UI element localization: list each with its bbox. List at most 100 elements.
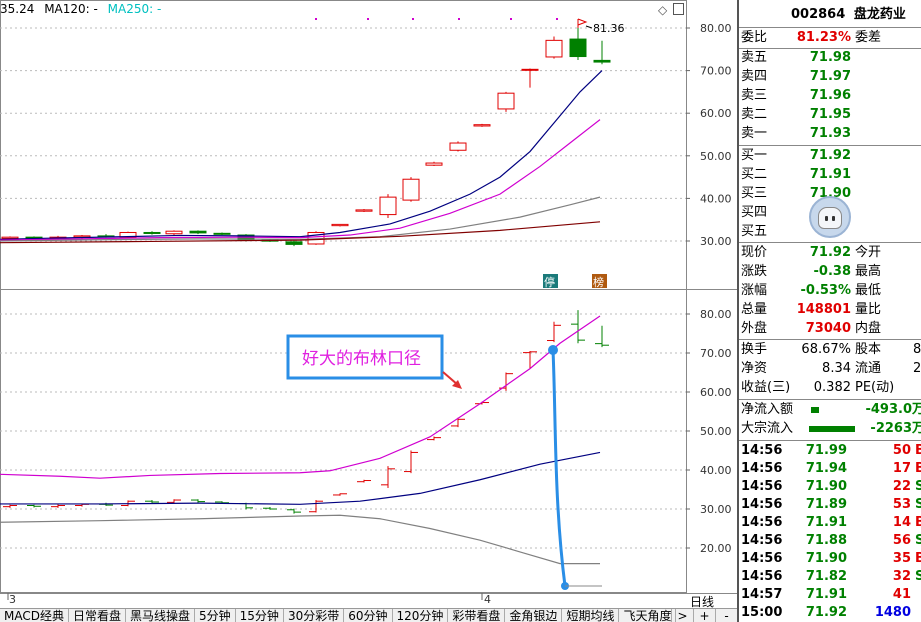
tick-time: 14:56 <box>741 515 783 530</box>
tab-item[interactable]: 5分钟 <box>195 609 236 622</box>
quote-value: 71.92 <box>809 245 851 260</box>
tick-row: 14:56 71.82 32 S <box>741 568 921 586</box>
sell-label: 卖五 <box>741 50 768 65</box>
diamond-icon[interactable]: ◇ <box>658 3 668 17</box>
tab-item[interactable]: 黑马线操盘 <box>126 609 196 622</box>
quote-row: 现价 71.92 今开 <box>741 244 921 262</box>
quote-value: -0.53% <box>800 283 852 298</box>
flow-value: -2263万 <box>870 421 921 436</box>
bang-marker-icon <box>592 274 607 288</box>
divider <box>739 440 921 441</box>
stat-label: 净资 <box>741 361 768 376</box>
quote-label: 涨跌 <box>741 264 768 279</box>
sell-label: 卖四 <box>741 69 768 84</box>
remove-tab-button[interactable]: - <box>715 609 737 622</box>
assistant-avatar-icon[interactable] <box>809 196 851 238</box>
candle-up <box>521 68 539 71</box>
upper-axis-label: 60.00 <box>700 107 732 120</box>
tick-volume: 14 <box>892 515 911 530</box>
tick-direction: B <box>915 460 921 478</box>
tab-item[interactable]: 短期均线 <box>562 609 620 622</box>
tab-item[interactable]: 15分钟 <box>236 609 284 622</box>
tick-direction: B <box>915 514 921 532</box>
ma-legend: 35.24 MA120: - MA250: - <box>0 2 167 16</box>
tab-item[interactable]: MACD经典 <box>0 609 69 622</box>
stat-row: 收益(三) 0.382 PE(动) <box>741 379 921 397</box>
event-dot <box>510 18 512 20</box>
tick-direction: S <box>915 532 921 550</box>
tab-item[interactable]: 30分彩带 <box>284 609 345 622</box>
quote-value: -0.38 <box>813 264 851 279</box>
tick-volume: 41 <box>892 587 911 602</box>
lower-axis-label: 80.00 <box>700 308 732 321</box>
upper-candles <box>1 23 611 247</box>
stat-value-2: 8 <box>913 342 921 357</box>
ma-line-mid <box>0 119 601 241</box>
tab-item[interactable]: 飞天角度 <box>619 609 677 622</box>
kline-chart-area[interactable]: 80.00 70.00 60.00 50.00 40.00 30.00 80.00 70.00… <box>0 0 737 610</box>
price-legend: 35.24 <box>0 2 35 16</box>
stat-label-2: PE(动) <box>855 380 895 395</box>
x-axis-label: 3 <box>9 593 16 606</box>
sell-label: 卖二 <box>741 107 768 122</box>
buy-label: 买二 <box>741 167 768 182</box>
tab-scroll-right-button[interactable]: > <box>671 609 693 622</box>
high-price-label: 81.36 <box>593 22 625 35</box>
tick-price: 71.94 <box>805 461 847 476</box>
stock-name: 盘龙药业 <box>853 7 906 22</box>
tick-volume: 17 <box>892 461 911 476</box>
event-dot <box>367 18 369 20</box>
weibi-value: 81.23% <box>796 30 851 45</box>
upper-axis-label: 40.00 <box>700 192 732 205</box>
ma-line-longer <box>0 221 601 244</box>
stat-row: 净资 8.34 流通 2 <box>741 360 921 378</box>
sell-label: 卖三 <box>741 88 768 103</box>
lower-axis-label: 70.00 <box>700 347 732 360</box>
buy-price: 71.91 <box>809 167 851 182</box>
tick-volume: 50 <box>892 443 911 458</box>
lower-axis-label: 20.00 <box>700 542 732 555</box>
tick-time: 15:00 <box>741 605 783 620</box>
tab-item[interactable]: 60分钟 <box>344 609 393 622</box>
sell-price: 71.97 <box>809 69 851 84</box>
window-toggle-icon[interactable] <box>673 3 684 15</box>
tab-item[interactable]: 120分钟 <box>393 609 449 622</box>
stat-value: 68.67% <box>801 342 851 357</box>
period-label[interactable]: 日线 <box>690 595 715 609</box>
ma120-legend: MA120: - <box>44 2 98 16</box>
tick-row: 15:00 71.92 1480 <box>741 604 921 622</box>
ma-line-long <box>0 196 601 242</box>
sell-label: 卖一 <box>741 126 768 141</box>
tick-time: 14:57 <box>741 587 783 602</box>
quote-label-2: 今开 <box>855 245 882 260</box>
quote-value: 148801 <box>796 302 851 317</box>
tick-volume: 53 <box>892 497 911 512</box>
indicator-tab-bar: MACD经典 日常看盘 黑马线操盘 5分钟 15分钟 30分彩带 60分钟 120分钟 彩带看盘… <box>0 608 737 622</box>
buy-row: 买二 71.91 <box>741 166 921 184</box>
buy-row: 买五 <box>741 223 921 241</box>
quote-label-2: 量比 <box>855 302 882 317</box>
add-tab-button[interactable]: + <box>693 609 715 622</box>
tab-item[interactable]: 日常看盘 <box>69 609 126 622</box>
x-axis-label: 4 <box>484 593 491 606</box>
candle-up <box>379 196 397 216</box>
candle-up <box>425 162 443 166</box>
tick-row: 14:56 71.99 50 B <box>741 442 921 460</box>
tick-time: 14:56 <box>741 461 783 476</box>
event-dot <box>556 18 558 20</box>
stop-marker-text: 停 <box>544 275 555 289</box>
tab-item[interactable]: 彩带看盘 <box>448 609 506 622</box>
tab-item[interactable]: 金角银边 <box>505 609 563 622</box>
tick-time: 14:56 <box>741 443 783 458</box>
sell-price: 71.96 <box>809 88 851 103</box>
kline-chart[interactable]: 80.00 70.00 60.00 50.00 40.00 30.00 80.00 70.00… <box>0 0 737 608</box>
quote-label-2: 最低 <box>855 283 882 298</box>
bang-marker-text: 榜 <box>593 275 604 289</box>
divider <box>739 27 921 28</box>
sell-row: 卖二 71.95 <box>741 106 921 124</box>
stock-code: 002864 <box>791 7 846 22</box>
event-dot <box>458 18 460 20</box>
tick-volume: 1480 <box>874 605 911 620</box>
divider <box>739 339 921 340</box>
quote-row: 总量 148801 量比 <box>741 301 921 319</box>
